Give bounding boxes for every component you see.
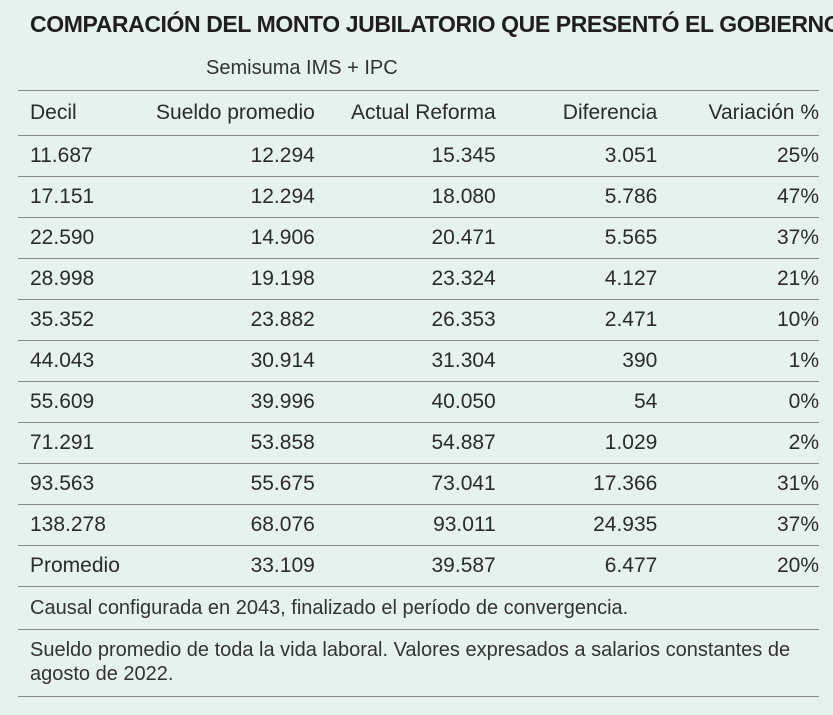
cell-decil: 71.291: [18, 422, 132, 464]
cell-actual-reforma: 93.011: [314, 504, 496, 546]
cell-variacion: 21%: [657, 258, 819, 300]
column-header-variacion: Variación %: [657, 91, 819, 136]
table-row-promedio: Promedio 33.109 39.587 6.477 20%: [18, 545, 819, 587]
cell-sueldo-promedio: 19.198: [131, 258, 315, 300]
cell-sueldo-promedio: 23.882: [131, 299, 315, 341]
table-row: 93.563 55.675 73.041 17.366 31%: [18, 463, 819, 505]
header-row: Decil Sueldo promedio Actual Reforma Dif…: [18, 91, 819, 136]
cell-variacion: 37%: [657, 504, 819, 546]
cell-diferencia: 390: [495, 340, 658, 382]
table-row: 22.590 14.906 20.471 5.565 37%: [18, 217, 819, 259]
cell-variacion: 20%: [657, 545, 819, 587]
cell-diferencia: 4.127: [495, 258, 658, 300]
cell-actual-reforma: 31.304: [314, 340, 496, 382]
cell-sueldo-promedio: 53.858: [131, 422, 315, 464]
cell-actual-reforma: 20.471: [314, 217, 496, 259]
cell-variacion: 2%: [657, 422, 819, 464]
cell-actual-reforma: 40.050: [314, 381, 496, 423]
cell-actual-reforma: 15.345: [314, 135, 496, 177]
data-table: Decil Sueldo promedio Actual Reforma Dif…: [18, 91, 819, 587]
column-header-diferencia: Diferencia: [495, 91, 658, 136]
cell-diferencia: 24.935: [495, 504, 658, 546]
table-row: 138.278 68.076 93.011 24.935 37%: [18, 504, 819, 546]
cell-variacion: 47%: [657, 176, 819, 218]
table-row: 55.609 39.996 40.050 54 0%: [18, 381, 819, 423]
cell-actual-reforma: 18.080: [314, 176, 496, 218]
cell-actual-reforma: 73.041: [314, 463, 496, 505]
cell-diferencia: 2.471: [495, 299, 658, 341]
cell-decil: 138.278: [18, 504, 132, 546]
cell-variacion: 0%: [657, 381, 819, 423]
cell-decil: 55.609: [18, 381, 132, 423]
column-header-decil: Decil: [18, 91, 132, 136]
cell-decil: 17.151: [18, 176, 132, 218]
cell-variacion: 37%: [657, 217, 819, 259]
cell-actual-reforma: 26.353: [314, 299, 496, 341]
footnote-causal: Causal configurada en 2043, finalizado e…: [18, 587, 819, 630]
footnote-sueldo: Sueldo promedio de toda la vida laboral.…: [18, 630, 819, 697]
cell-decil: Promedio: [18, 545, 132, 587]
cell-sueldo-promedio: 33.109: [131, 545, 315, 587]
cell-sueldo-promedio: 55.675: [131, 463, 315, 505]
cell-variacion: 25%: [657, 135, 819, 177]
cell-diferencia: 3.051: [495, 135, 658, 177]
table-row: 11.687 12.294 15.345 3.051 25%: [18, 135, 819, 177]
cell-actual-reforma: 23.324: [314, 258, 496, 300]
table-row: 71.291 53.858 54.887 1.029 2%: [18, 422, 819, 464]
cell-decil: 11.687: [18, 135, 132, 177]
cell-diferencia: 1.029: [495, 422, 658, 464]
cell-decil: 93.563: [18, 463, 132, 505]
table-row: 28.998 19.198 23.324 4.127 21%: [18, 258, 819, 300]
cell-variacion: 10%: [657, 299, 819, 341]
cell-sueldo-promedio: 68.076: [131, 504, 315, 546]
cell-sueldo-promedio: 39.996: [131, 381, 315, 423]
table-row: 44.043 30.914 31.304 390 1%: [18, 340, 819, 382]
cell-decil: 22.590: [18, 217, 132, 259]
cell-decil: 28.998: [18, 258, 132, 300]
table-row: 35.352 23.882 26.353 2.471 10%: [18, 299, 819, 341]
cell-sueldo-promedio: 12.294: [131, 135, 315, 177]
column-header-sueldo-promedio: Sueldo promedio: [131, 91, 315, 136]
cell-diferencia: 5.786: [495, 176, 658, 218]
cell-sueldo-promedio: 12.294: [131, 176, 315, 218]
column-header-actual-reforma: Actual Reforma: [314, 91, 496, 136]
cell-decil: 35.352: [18, 299, 132, 341]
cell-variacion: 31%: [657, 463, 819, 505]
table-subtitle: Semisuma IMS + IPC: [18, 48, 819, 91]
cell-diferencia: 54: [495, 381, 658, 423]
cell-actual-reforma: 39.587: [314, 545, 496, 587]
cell-sueldo-promedio: 30.914: [131, 340, 315, 382]
cell-diferencia: 5.565: [495, 217, 658, 259]
cell-actual-reforma: 54.887: [314, 422, 496, 464]
cell-decil: 44.043: [18, 340, 132, 382]
cell-variacion: 1%: [657, 340, 819, 382]
table-title: COMPARACIÓN DEL MONTO JUBILATORIO QUE PR…: [30, 11, 833, 37]
cell-sueldo-promedio: 14.906: [131, 217, 315, 259]
cell-diferencia: 17.366: [495, 463, 658, 505]
cell-diferencia: 6.477: [495, 545, 658, 587]
table-row: 17.151 12.294 18.080 5.786 47%: [18, 176, 819, 218]
